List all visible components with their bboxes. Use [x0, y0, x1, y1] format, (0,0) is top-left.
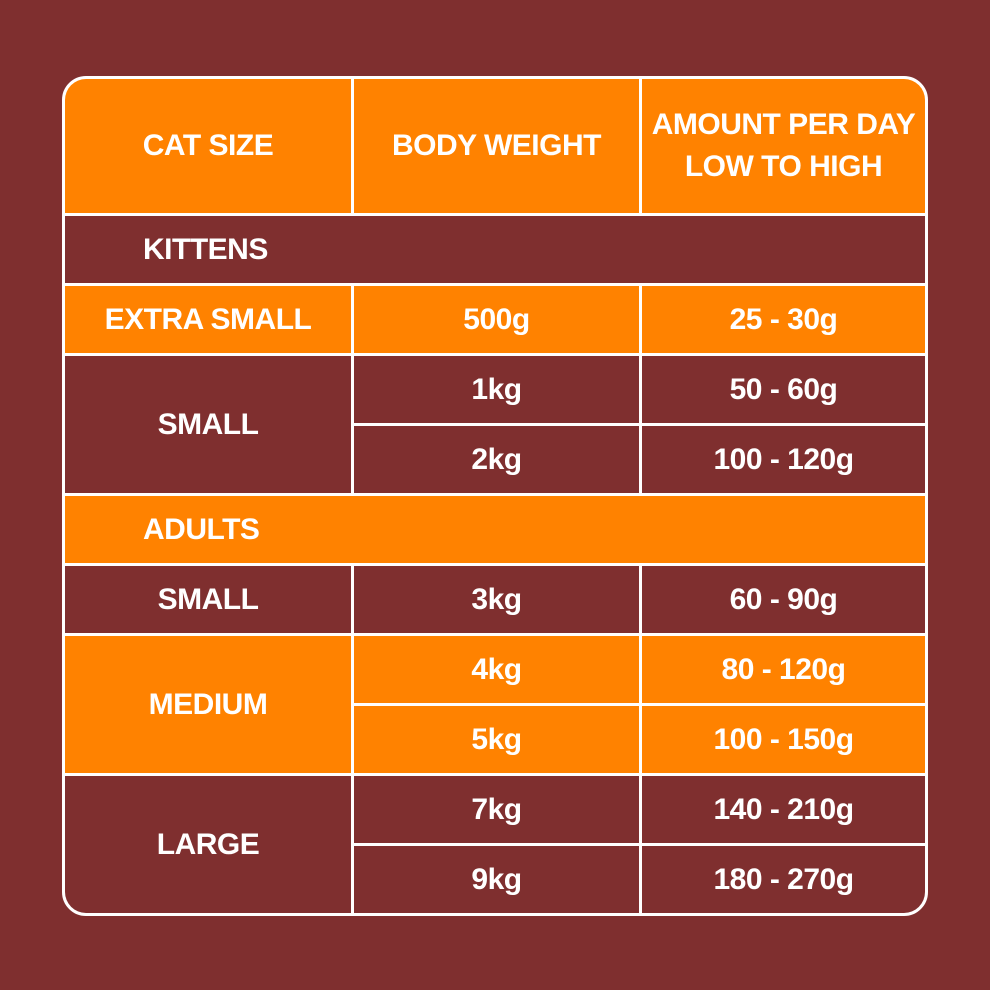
weight-cell: 3kg: [354, 566, 639, 633]
weight-cell: 4kg: [354, 636, 639, 703]
cell-text: MEDIUM: [148, 687, 268, 721]
size-cell: LARGE: [65, 776, 351, 913]
amount-cell: 100 - 120g: [642, 426, 925, 493]
cell-text: AMOUNT PER DAY: [651, 108, 916, 141]
header-cell: BODY WEIGHT: [354, 79, 639, 213]
cell-text: 140 - 210g: [713, 792, 854, 826]
header-cell: AMOUNT PER DAY LOW TO HIGH: [642, 79, 925, 213]
cell-text: 80 - 120g: [721, 652, 846, 686]
cell-text: 500g: [463, 302, 530, 336]
cell-text: SMALL: [157, 582, 259, 616]
weight-cell: 7kg: [354, 776, 639, 843]
weight-cell: 5kg: [354, 706, 639, 773]
section-label: KITTENS: [65, 216, 925, 283]
cell-text: 100 - 150g: [713, 722, 854, 756]
cell-text: CAT SIZE: [142, 129, 274, 162]
header-cell: CAT SIZE: [65, 79, 351, 213]
cell-text: LOW TO HIGH: [684, 150, 883, 183]
cell-text: LARGE: [156, 827, 260, 861]
amount-cell: 100 - 150g: [642, 706, 925, 773]
cell-text: 5kg: [471, 722, 522, 756]
size-cell: MEDIUM: [65, 636, 351, 773]
cell-text: 100 - 120g: [713, 442, 854, 476]
cell-text: 4kg: [471, 652, 522, 686]
weight-cell: 1kg: [354, 356, 639, 423]
weight-cell: 2kg: [354, 426, 639, 493]
cell-text: BODY WEIGHT: [392, 129, 601, 162]
amount-cell: 50 - 60g: [642, 356, 925, 423]
cell-text: SMALL: [157, 407, 259, 441]
amount-cell: 180 - 270g: [642, 846, 925, 913]
amount-cell: 60 - 90g: [642, 566, 925, 633]
amount-cell: 25 - 30g: [642, 286, 925, 353]
cell-text: 7kg: [471, 792, 522, 826]
cell-text: ADULTS: [143, 512, 260, 546]
cell-text: 60 - 90g: [729, 582, 838, 616]
section-label: ADULTS: [65, 496, 925, 563]
cell-text: KITTENS: [143, 232, 268, 266]
cell-text: 25 - 30g: [729, 302, 838, 336]
feeding-table: CAT SIZE BODY WEIGHT AMOUNT PER DAY LOW TO …: [62, 76, 928, 916]
cell-text: 50 - 60g: [729, 372, 838, 406]
cell-text: 180 - 270g: [713, 862, 854, 896]
size-cell: EXTRA SMALL: [65, 286, 351, 353]
size-cell: SMALL: [65, 356, 351, 493]
weight-cell: 9kg: [354, 846, 639, 913]
cell-text: 2kg: [471, 442, 522, 476]
size-cell: SMALL: [65, 566, 351, 633]
cell-text: 1kg: [471, 372, 522, 406]
amount-cell: 140 - 210g: [642, 776, 925, 843]
cell-text: 9kg: [471, 862, 522, 896]
amount-cell: 80 - 120g: [642, 636, 925, 703]
cell-text: 3kg: [471, 582, 522, 616]
weight-cell: 500g: [354, 286, 639, 353]
cell-text: EXTRA SMALL: [104, 302, 312, 336]
